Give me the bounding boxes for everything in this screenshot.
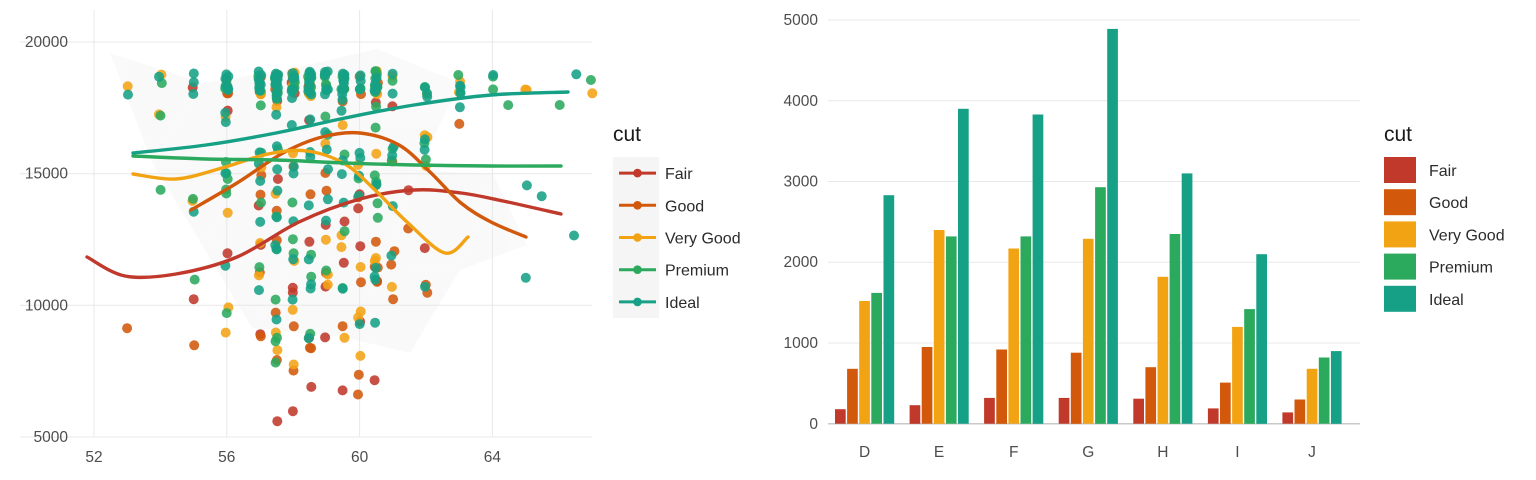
svg-text:G: G	[1082, 444, 1094, 461]
svg-text:cut: cut	[1384, 123, 1412, 146]
svg-text:Very Good: Very Good	[665, 231, 741, 248]
svg-text:60: 60	[351, 449, 369, 466]
svg-text:H: H	[1157, 444, 1168, 461]
svg-text:56: 56	[218, 449, 235, 466]
svg-text:J: J	[1308, 444, 1316, 461]
svg-text:52: 52	[85, 449, 102, 466]
svg-text:cut: cut	[613, 123, 641, 146]
svg-text:20000: 20000	[25, 34, 68, 51]
svg-text:15000: 15000	[25, 166, 68, 183]
svg-text:5000: 5000	[784, 12, 819, 29]
svg-text:4000: 4000	[784, 93, 819, 110]
svg-text:1000: 1000	[784, 335, 819, 352]
svg-text:Ideal: Ideal	[1429, 292, 1464, 309]
svg-text:Ideal: Ideal	[665, 295, 700, 312]
svg-text:10000: 10000	[25, 297, 68, 314]
svg-text:Premium: Premium	[665, 263, 729, 280]
svg-text:Good: Good	[1429, 195, 1468, 212]
svg-text:Fair: Fair	[665, 166, 693, 183]
svg-text:2000: 2000	[784, 254, 819, 271]
svg-text:D: D	[859, 444, 870, 461]
svg-text:5000: 5000	[34, 429, 69, 446]
svg-text:Good: Good	[665, 198, 704, 215]
svg-text:E: E	[934, 444, 944, 461]
svg-text:I: I	[1235, 444, 1239, 461]
svg-text:Very Good: Very Good	[1429, 227, 1505, 244]
svg-text:64: 64	[484, 449, 502, 466]
svg-text:Fair: Fair	[1429, 163, 1457, 180]
svg-text:3000: 3000	[784, 174, 819, 191]
svg-text:F: F	[1009, 444, 1018, 461]
svg-text:0: 0	[809, 416, 818, 433]
svg-text:Premium: Premium	[1429, 260, 1493, 277]
